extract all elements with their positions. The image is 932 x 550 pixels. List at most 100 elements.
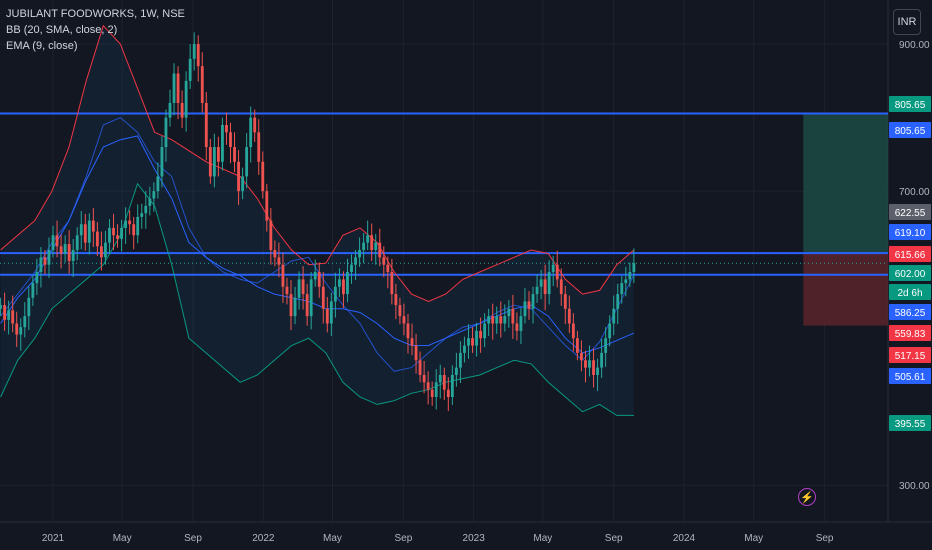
y-tick-label: 900.00 [899, 40, 930, 51]
candle-body [3, 305, 7, 320]
candle-body [608, 323, 612, 339]
candle-body [216, 147, 220, 162]
price-label-box [889, 368, 931, 384]
candle-body [253, 117, 257, 133]
candle-body [140, 213, 144, 217]
candle-body [188, 58, 192, 81]
candle-body [172, 73, 176, 103]
bb-indicator-label[interactable]: BB (20, SMA, close, 2) [6, 24, 118, 36]
price-label-box [889, 204, 931, 220]
candle-body [269, 220, 273, 250]
candle-body [225, 124, 228, 133]
candle-body [410, 338, 414, 346]
candle-body [483, 323, 487, 339]
x-tick-label: 2022 [252, 533, 275, 544]
x-tick-label: May [533, 533, 552, 544]
price-label-box [889, 284, 931, 300]
candle-body [563, 294, 567, 309]
price-label-text: 517.15 [895, 351, 926, 362]
candle-body [543, 279, 547, 295]
candle-body [221, 124, 224, 162]
y-tick-label: 300.00 [899, 481, 930, 492]
candle-body [79, 224, 83, 236]
candle-body [136, 216, 140, 236]
candle-body [229, 132, 232, 148]
candle-body [402, 316, 406, 324]
candle-body [124, 220, 128, 228]
candle-body [479, 330, 483, 339]
candle-body [523, 301, 527, 317]
candle-body [459, 352, 462, 368]
candle-body [192, 44, 196, 59]
candle-body [152, 191, 156, 199]
lightning-icon[interactable]: ⚡ [798, 488, 816, 506]
candle-body [632, 263, 636, 273]
candle-body [390, 272, 394, 295]
candle-body [346, 272, 349, 295]
candle-body [63, 244, 67, 254]
candle-body [321, 286, 325, 309]
candle-body [499, 316, 503, 324]
candle-body [59, 246, 63, 254]
candle-body [358, 249, 361, 258]
x-tick-label: May [113, 533, 132, 544]
candle-body [19, 327, 23, 335]
candle-body [168, 102, 172, 118]
candle-body [293, 297, 297, 317]
candle-body [406, 323, 410, 339]
candle-body [616, 294, 620, 309]
candle-body [394, 294, 398, 306]
x-tick-label: 2024 [673, 533, 696, 544]
x-tick-label: May [323, 533, 342, 544]
price-label-text: 395.55 [895, 419, 926, 430]
price-label-box [889, 122, 931, 138]
candle-body [200, 66, 204, 103]
candle-body [475, 330, 478, 346]
currency-button[interactable]: INR [893, 9, 921, 35]
candle-body [350, 264, 353, 273]
candle-body [450, 374, 454, 398]
candle-body [285, 286, 289, 295]
candle-body [592, 360, 595, 375]
candle-body [297, 279, 301, 298]
candle-body [418, 360, 422, 375]
ema-indicator-label[interactable]: EMA (9, close) [6, 40, 78, 52]
candle-body [535, 286, 539, 295]
candle-body [196, 44, 200, 67]
candle-body [31, 283, 35, 298]
price-label-box [889, 325, 931, 341]
candle-body [144, 205, 148, 214]
candle-body [100, 246, 103, 258]
candle-body [132, 224, 136, 236]
candle-body [366, 235, 370, 243]
candle-body [446, 389, 450, 398]
candle-body [628, 272, 632, 280]
candle-body [575, 338, 579, 353]
candle-body [108, 227, 111, 243]
candle-body [362, 242, 366, 250]
candle-body [261, 161, 265, 192]
candle-body [374, 242, 378, 250]
candle-body [11, 310, 15, 324]
candle-body [487, 316, 491, 324]
candle-body [91, 220, 95, 232]
candle-body [184, 80, 188, 118]
candle-body [612, 308, 616, 324]
price-label-text: 586.25 [895, 308, 926, 319]
candle-body [233, 147, 236, 162]
candle-body [55, 235, 59, 247]
candle-body [160, 147, 164, 177]
candle-body [620, 283, 624, 295]
candle-body [35, 272, 39, 284]
candle-body [337, 279, 341, 287]
candle-body [555, 264, 559, 280]
candle-body [257, 132, 261, 162]
candle-body [237, 161, 240, 192]
target-zone [803, 113, 888, 254]
candle-body [571, 323, 575, 339]
candle-body [588, 360, 591, 368]
x-tick-label: Sep [816, 533, 834, 544]
candle-body [426, 382, 430, 390]
candle-body [120, 227, 124, 239]
